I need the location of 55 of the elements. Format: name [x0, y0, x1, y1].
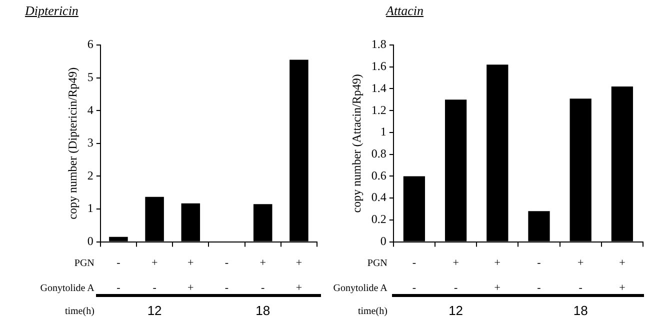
- y-tick-label: 1.2: [371, 102, 386, 117]
- text: 18: [256, 303, 270, 318]
- text: +: [577, 257, 584, 269]
- text: -: [152, 282, 156, 294]
- text: -: [537, 282, 541, 294]
- text: +: [260, 257, 266, 269]
- text: PGN: [367, 258, 388, 269]
- y-tick-label: 1.8: [371, 37, 386, 52]
- text: Gonytolide A: [333, 283, 388, 294]
- y-tick-label: 1: [87, 201, 94, 216]
- text: PGN: [74, 258, 94, 269]
- text: +: [452, 257, 459, 269]
- text: -: [116, 282, 120, 294]
- y-tick-label: 4: [87, 102, 94, 117]
- text: -: [412, 282, 416, 294]
- text: +: [494, 282, 500, 294]
- chart-title: Diptericin: [25, 3, 78, 19]
- y-tick-label: 0.6: [371, 168, 386, 182]
- text: 18: [573, 303, 588, 318]
- text: +: [494, 257, 500, 269]
- y-tick-label: 5: [87, 70, 94, 84]
- y-tick-label: 0.2: [371, 212, 386, 226]
- text: -: [261, 282, 265, 294]
- text: +: [188, 282, 194, 294]
- y-tick-label: 0.8: [371, 146, 386, 160]
- y-tick-label: 1.4: [371, 80, 386, 95]
- y-axis-title: copy number (Attacin/Rp49): [349, 74, 364, 213]
- text: -: [537, 257, 541, 269]
- text: +: [619, 282, 626, 294]
- y-tick-label: 1.6: [371, 59, 386, 74]
- text: -: [224, 257, 229, 269]
- y-tick-label: 6: [87, 37, 94, 52]
- text: +: [188, 257, 194, 269]
- text: 12: [147, 303, 162, 318]
- y-tick-label: 0: [380, 234, 386, 248]
- y-axis-title: copy number (Diptericin/Rp49): [65, 67, 80, 220]
- y-tick-label: 0: [87, 234, 94, 248]
- text: +: [619, 257, 626, 269]
- text: -: [454, 282, 458, 294]
- text: +: [151, 257, 158, 269]
- text: -: [224, 282, 229, 294]
- text: -: [116, 257, 120, 269]
- text: -: [578, 282, 582, 294]
- chart-title: Attacin: [386, 3, 424, 19]
- text: -: [412, 257, 416, 269]
- y-tick-label: 2: [87, 168, 94, 182]
- text: +: [296, 282, 302, 294]
- text: Gonytolide A: [40, 283, 94, 294]
- text: time(h): [358, 306, 388, 317]
- text: +: [296, 257, 302, 269]
- y-tick-label: 1: [380, 124, 386, 139]
- y-tick-label: 0.4: [371, 190, 386, 204]
- text: time(h): [64, 306, 94, 317]
- y-tick-label: 3: [87, 136, 94, 150]
- text: 12: [448, 303, 464, 318]
